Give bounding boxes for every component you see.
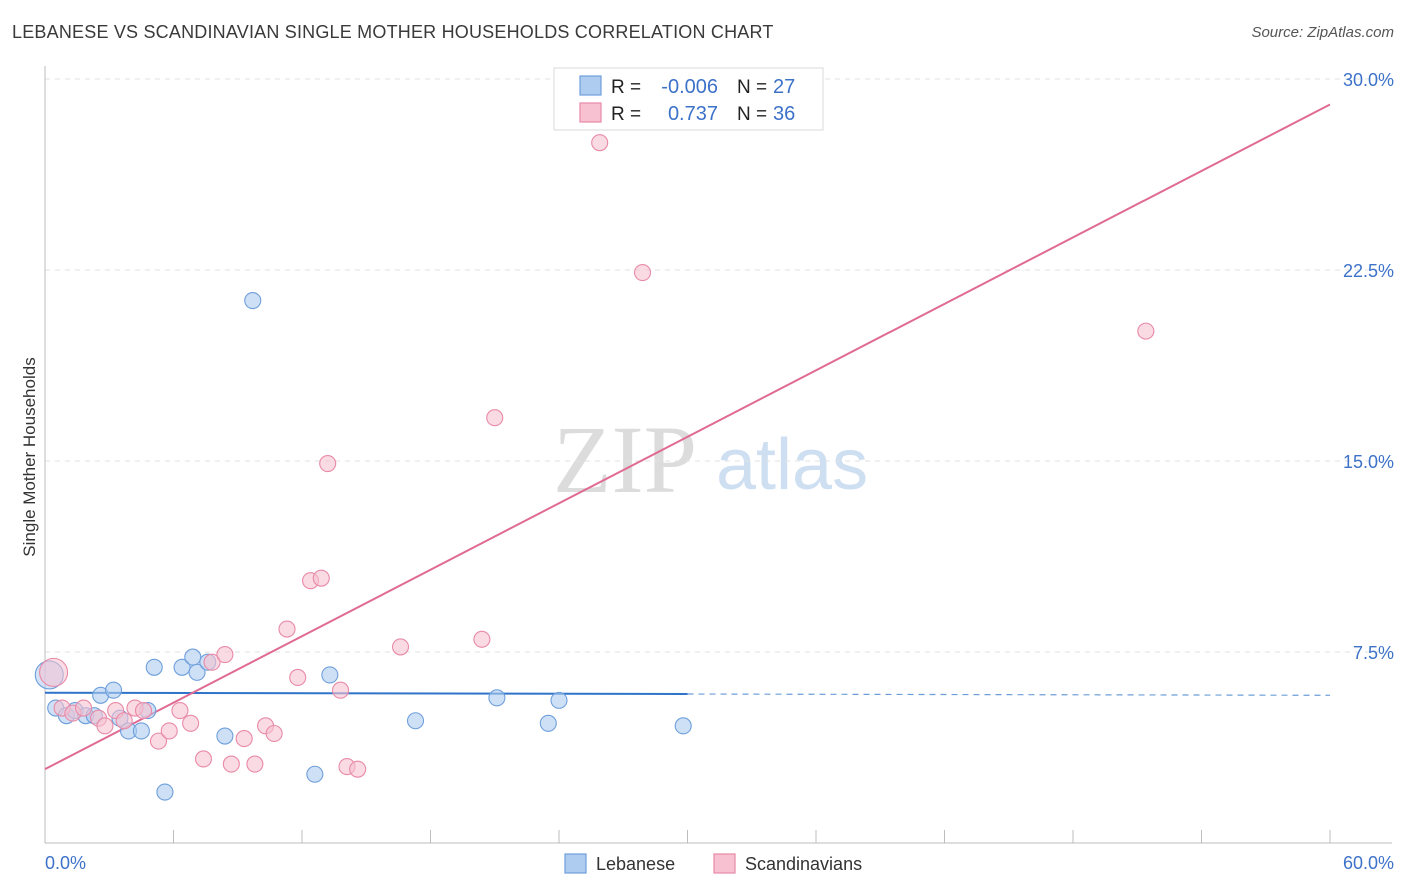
point-scandinavians-22: [278, 620, 296, 638]
point-scandinavians-9: [134, 702, 153, 720]
watermark-zip: ZIP: [553, 406, 697, 513]
point-lebanese-13: [156, 783, 174, 801]
point-scandinavians-33: [591, 134, 609, 152]
legend-swatch-scandinavians: [579, 102, 602, 123]
point-lebanese-15: [184, 648, 202, 666]
point-scandinavians-23: [289, 668, 307, 687]
point-lebanese-25: [550, 691, 568, 709]
legend-n-label-2: N =: [737, 104, 767, 125]
point-lebanese-22: [406, 712, 425, 730]
point-lebanese-10: [132, 722, 150, 740]
point-scandinavians-29: [349, 760, 367, 778]
point-lebanese-16: [188, 663, 206, 681]
point-lebanese-24: [539, 714, 557, 732]
point-lebanese-20: [306, 765, 324, 783]
point-scandinavians-5: [96, 717, 114, 735]
x-tick-label-0: 0.0%: [45, 853, 86, 873]
trend-lines: [44, 103, 1331, 771]
legend-r-label-1: R =: [611, 77, 641, 98]
point-scandinavians-10: [149, 732, 168, 750]
point-lebanese-14: [173, 658, 191, 676]
legend-swatch-lebanese: [579, 75, 602, 96]
series-legend: Lebanese Scandinavians: [564, 853, 862, 874]
bottom-swatch-lebanese: [564, 853, 587, 874]
point-scandinavians-30: [391, 638, 410, 656]
legend-r-value-1: -0.006: [661, 76, 718, 98]
legend-r-label-2: R =: [611, 104, 641, 125]
point-scandinavians-32: [486, 409, 504, 427]
data-points: [34, 134, 1155, 801]
x-tick-label-1: 60.0%: [1343, 853, 1394, 873]
legend-n-label-1: N =: [737, 77, 767, 98]
y-axis-label: Single Mother Households: [20, 357, 39, 556]
point-lebanese-18: [216, 727, 234, 745]
trend-line-lebanese: [44, 691, 688, 696]
point-scandinavians-3: [75, 699, 93, 717]
point-scandinavians-34: [633, 263, 652, 282]
bottom-legend-lebanese: Lebanese: [596, 854, 675, 874]
watermark-atlas: atlas: [716, 425, 868, 505]
legend-n-value-2: 36: [773, 103, 795, 125]
trend-line-lebanese-extension: [687, 693, 1331, 696]
source-label: Source: ZipAtlas.com: [1251, 24, 1394, 41]
point-scandinavians-19: [246, 755, 264, 773]
point-scandinavians-21: [265, 724, 283, 743]
point-scandinavians-17: [222, 755, 240, 773]
y-tick-label-0: 7.5%: [1353, 643, 1394, 663]
point-lebanese-12: [145, 658, 163, 676]
tick-labels: 7.5% 15.0% 22.5% 30.0% 0.0% 60.0%: [45, 70, 1394, 873]
point-lebanese-7: [104, 681, 123, 699]
correlation-legend: R = -0.006 N = 27 R = 0.737 N = 36: [553, 67, 824, 131]
point-scandinavians-15: [203, 653, 221, 671]
point-scandinavians-26: [319, 454, 337, 473]
point-scandinavians-0: [39, 657, 69, 687]
point-scandinavians-13: [182, 714, 200, 732]
point-lebanese-21: [321, 666, 339, 684]
y-tick-label-1: 15.0%: [1343, 452, 1394, 472]
bottom-swatch-scandinavians: [713, 853, 736, 874]
gridlines: [45, 78, 1392, 653]
point-scandinavians-14: [194, 750, 213, 768]
y-tick-label-3: 30.0%: [1343, 70, 1394, 90]
point-scandinavians-35: [1137, 322, 1155, 340]
point-scandinavians-11: [160, 722, 178, 740]
point-scandinavians-27: [331, 681, 350, 699]
point-scandinavians-25: [312, 569, 330, 587]
point-scandinavians-12: [171, 702, 189, 720]
point-lebanese-19: [244, 292, 262, 310]
point-scandinavians-7: [115, 712, 133, 730]
point-scandinavians-18: [235, 730, 253, 748]
trend-line-scandinavians: [44, 103, 1331, 771]
legend-r-value-2: 0.737: [668, 103, 718, 125]
point-scandinavians-31: [473, 630, 491, 648]
point-lebanese-23: [488, 689, 506, 707]
point-lebanese-26: [674, 717, 692, 735]
chart-title: LEBANESE VS SCANDINAVIAN SINGLE MOTHER H…: [12, 22, 774, 42]
y-tick-label-2: 22.5%: [1343, 261, 1394, 281]
bottom-legend-scandinavians: Scandinavians: [745, 854, 862, 874]
legend-n-value-1: 27: [773, 76, 795, 98]
axes: [44, 66, 1392, 844]
point-scandinavians-16: [216, 645, 234, 664]
